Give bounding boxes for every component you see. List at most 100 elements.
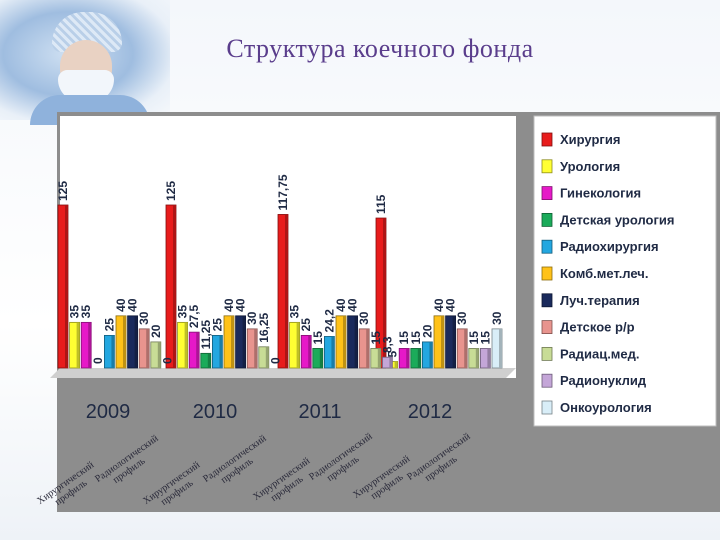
bar-side <box>196 332 200 368</box>
bar-side <box>343 315 346 368</box>
bar-side <box>265 346 269 368</box>
data-label: 117,75 <box>276 174 290 210</box>
bar-side <box>366 328 370 368</box>
bar-side <box>134 315 138 368</box>
profile-annotation: Хирургическийпрофиль <box>251 455 319 512</box>
data-label: 11,25 <box>199 320 213 350</box>
data-label: 0 <box>268 357 282 364</box>
data-label: 35 <box>176 305 190 319</box>
bar-side <box>123 315 126 368</box>
legend-label: Комб.мет.леч. <box>560 266 648 281</box>
data-label: 40 <box>432 298 446 312</box>
legend-swatch <box>541 186 553 201</box>
data-label: 40 <box>444 298 458 312</box>
bar-side <box>487 348 491 368</box>
data-label: 15 <box>478 331 492 345</box>
bar-side <box>207 353 211 368</box>
data-label: 40 <box>346 298 360 312</box>
data-label: 35 <box>79 305 93 319</box>
data-label: 30 <box>245 311 259 325</box>
legend-label: Онкоурология <box>560 400 652 415</box>
profile-annotation: Хирургическийпрофиль <box>141 459 209 516</box>
data-label: 40 <box>222 298 236 312</box>
data-label: 25 <box>210 318 224 332</box>
data-label: 15 <box>409 331 423 345</box>
bar-side <box>499 328 502 368</box>
profile-annotation: Хирургическийпрофиль <box>351 453 419 510</box>
legend-label: Хирургия <box>560 132 620 147</box>
data-label: 27,5 <box>187 304 201 328</box>
legend-swatch <box>541 293 553 308</box>
bar-side <box>383 218 386 368</box>
legend-label: Радионуклид <box>560 373 647 388</box>
data-label: 15 <box>369 331 383 345</box>
profile-annotation: Радиологическийпрофиль <box>405 431 479 492</box>
legend-swatch <box>541 373 553 388</box>
bar-side <box>76 322 80 368</box>
data-label: 35 <box>68 305 82 319</box>
data-label: 16,25 <box>257 312 271 342</box>
bar-side <box>254 328 258 368</box>
data-label: 40 <box>334 298 348 312</box>
year-label: 2010 <box>193 401 238 423</box>
data-label: 35 <box>288 305 302 319</box>
bar-side <box>65 205 68 368</box>
bar-side <box>394 361 398 368</box>
bar-side <box>319 348 323 368</box>
legend-label: Детское р/р <box>560 320 635 335</box>
profile-annotation: Радиологическийпрофиль <box>93 433 167 494</box>
bar-side <box>389 357 393 368</box>
data-label: 40 <box>126 298 140 312</box>
data-label: 15 <box>397 331 411 345</box>
data-label: 40 <box>114 298 128 312</box>
bar-side <box>157 341 161 368</box>
legend-label: Радиохирургия <box>560 239 659 254</box>
bar-side <box>184 322 188 368</box>
legend-swatch <box>541 132 553 147</box>
data-label: 30 <box>357 311 371 325</box>
bar-side <box>475 348 479 368</box>
bar-side <box>146 328 150 368</box>
year-label: 2011 <box>298 401 341 423</box>
legend-swatch <box>541 239 553 254</box>
bar-side <box>296 322 300 368</box>
legend-swatch <box>541 159 553 174</box>
legend-swatch <box>541 212 553 227</box>
data-label: 15 <box>467 331 481 345</box>
data-label: 125 <box>164 181 178 201</box>
data-label: 25 <box>102 318 116 332</box>
bar-side <box>111 335 115 368</box>
plot-floor <box>50 368 516 378</box>
data-label: 30 <box>455 311 469 325</box>
legend-label: Луч.терапия <box>560 293 640 308</box>
bar-side <box>429 341 433 368</box>
data-label: 40 <box>234 298 248 312</box>
legend-label: Гинекология <box>560 186 641 201</box>
bar-side <box>231 315 234 368</box>
data-label: 5 <box>386 350 400 357</box>
bar-side <box>417 348 421 368</box>
legend-box <box>533 115 717 427</box>
page-title: Структура коечного фонда <box>226 34 534 63</box>
bar-side <box>464 328 468 368</box>
data-label: 20 <box>420 324 434 338</box>
bar-side <box>331 336 335 368</box>
legend-label: Радиац.мед. <box>560 346 640 361</box>
bar-side <box>452 315 456 368</box>
data-label: 0 <box>91 357 105 364</box>
legend-swatch <box>541 320 553 335</box>
bar-side <box>242 315 246 368</box>
data-label: 30 <box>490 311 504 325</box>
profile-annotation: Хирургическийпрофиль <box>35 459 103 516</box>
year-label: 2012 <box>408 401 453 423</box>
bar-side <box>88 322 92 368</box>
data-label: 25 <box>299 318 313 332</box>
legend-swatch <box>541 346 553 361</box>
bar-side <box>285 214 288 368</box>
data-label: 0 <box>160 357 174 364</box>
data-label: 24,2 <box>322 309 336 333</box>
bar-side <box>219 335 223 368</box>
data-label: 15 <box>311 331 325 345</box>
bar-side <box>406 348 410 368</box>
